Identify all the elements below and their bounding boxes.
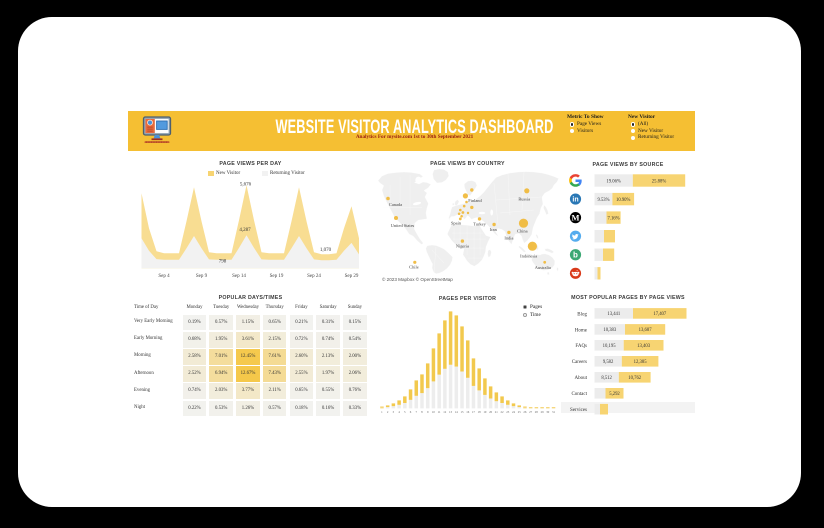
svg-text:30: 30 [546, 410, 550, 414]
svg-text:4,287: 4,287 [239, 228, 251, 233]
svg-text:16: 16 [466, 410, 470, 414]
svg-text:Contact: Contact [571, 392, 587, 397]
svg-text:About: About [575, 376, 588, 381]
svg-text:10,383: 10,383 [603, 328, 617, 333]
svg-text:5: 5 [404, 410, 406, 414]
svg-text:Russia: Russia [518, 196, 530, 201]
svg-text:12: 12 [443, 410, 447, 414]
svg-text:b: b [573, 250, 578, 259]
svg-text:10.90%: 10.90% [616, 198, 631, 203]
svg-text:Spain: Spain [451, 221, 462, 226]
svg-text:21: 21 [495, 410, 499, 414]
svg-text:10: 10 [432, 410, 436, 414]
svg-text:15: 15 [461, 410, 465, 414]
svg-text:Indonesia: Indonesia [520, 254, 537, 259]
svg-text:11: 11 [438, 410, 441, 414]
svg-text:Home: Home [575, 328, 588, 333]
svg-text:6: 6 [410, 410, 412, 414]
svg-text:China: China [517, 228, 528, 233]
svg-text:26: 26 [523, 410, 527, 414]
svg-text:9.53%: 9.53% [597, 198, 609, 203]
svg-text:Chile: Chile [409, 265, 419, 270]
svg-text:1,070: 1,070 [320, 248, 332, 253]
svg-text:17: 17 [472, 410, 476, 414]
svg-text:13: 13 [449, 410, 453, 414]
svg-text:1: 1 [381, 410, 383, 414]
svg-text:Iran: Iran [490, 227, 498, 232]
svg-text:Services: Services [570, 408, 587, 413]
svg-text:25: 25 [518, 410, 522, 414]
svg-text:United States: United States [391, 223, 415, 228]
svg-text:13,687: 13,687 [639, 328, 653, 333]
svg-text:9: 9 [427, 410, 429, 414]
svg-text:5,676: 5,676 [240, 183, 252, 188]
svg-text:Australia: Australia [535, 265, 551, 270]
svg-text:FAQs: FAQs [575, 344, 587, 349]
svg-text:13,441: 13,441 [607, 312, 621, 317]
svg-text:Careers: Careers [572, 360, 587, 365]
svg-text:Turkey: Turkey [473, 222, 486, 227]
svg-text:20: 20 [489, 410, 493, 414]
svg-text:23: 23 [506, 410, 510, 414]
svg-text:14: 14 [455, 410, 459, 414]
svg-text:4: 4 [398, 410, 400, 414]
svg-text:8,512: 8,512 [601, 376, 612, 381]
svg-text:9,582: 9,582 [603, 360, 614, 365]
svg-text:12,385: 12,385 [634, 360, 648, 365]
svg-text:22: 22 [501, 410, 505, 414]
svg-text:5,292: 5,292 [609, 392, 620, 397]
svg-text:10,762: 10,762 [628, 376, 642, 381]
svg-text:Nigeria: Nigeria [456, 244, 469, 249]
svg-text:M: M [571, 213, 579, 223]
svg-text:2: 2 [387, 410, 389, 414]
svg-text:25.88%: 25.88% [652, 179, 667, 184]
svg-text:27: 27 [529, 410, 533, 414]
svg-text:10,195: 10,195 [603, 344, 617, 349]
svg-text:13,403: 13,403 [637, 344, 651, 349]
svg-text:8: 8 [421, 410, 423, 414]
svg-text:Canada: Canada [389, 202, 402, 207]
svg-text:798: 798 [219, 260, 227, 265]
svg-text:18: 18 [478, 410, 482, 414]
svg-text:India: India [504, 235, 513, 240]
svg-text:7: 7 [415, 410, 417, 414]
svg-text:24: 24 [512, 410, 516, 414]
svg-text:31: 31 [552, 410, 556, 414]
svg-text:Blog: Blog [577, 312, 587, 317]
svg-text:in: in [572, 196, 578, 203]
svg-text:28: 28 [535, 410, 539, 414]
svg-text:19: 19 [483, 410, 487, 414]
svg-text:Finland: Finland [468, 198, 482, 203]
svg-text:29: 29 [541, 410, 545, 414]
svg-text:3: 3 [393, 410, 395, 414]
svg-text:19.06%: 19.06% [606, 179, 621, 184]
svg-text:7.16%: 7.16% [607, 216, 619, 221]
svg-text:17,407: 17,407 [653, 312, 667, 317]
